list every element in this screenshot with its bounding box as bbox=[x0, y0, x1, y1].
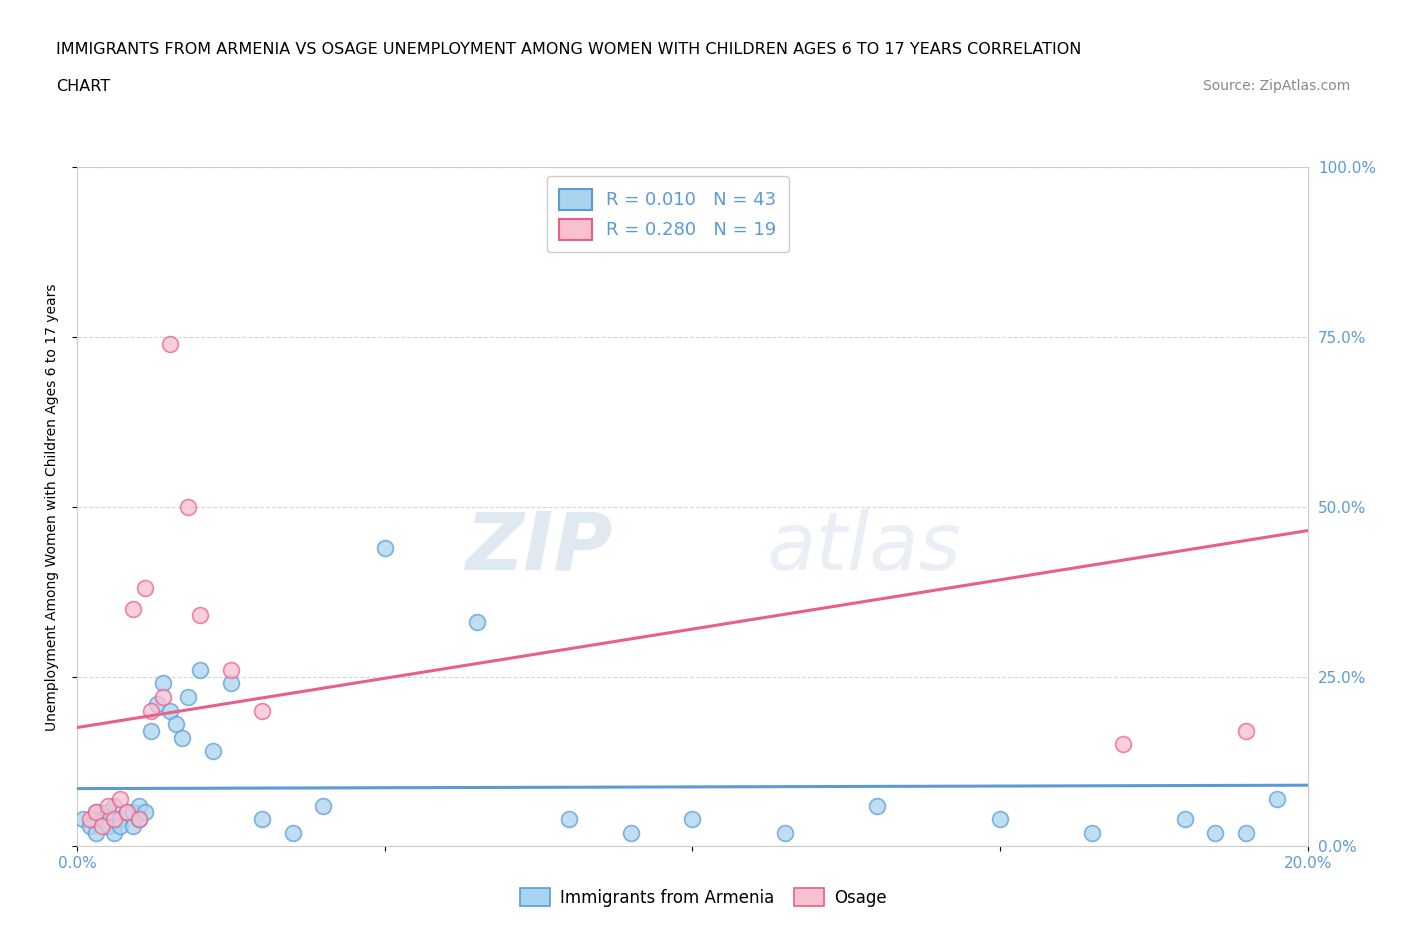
Point bbox=[177, 499, 200, 514]
Point bbox=[110, 812, 132, 827]
Point bbox=[141, 703, 163, 718]
Point bbox=[72, 812, 94, 827]
Point bbox=[103, 825, 125, 840]
Point bbox=[84, 825, 107, 840]
Point bbox=[1174, 812, 1197, 827]
Point bbox=[90, 812, 114, 827]
Point bbox=[152, 676, 174, 691]
Text: atlas: atlas bbox=[766, 509, 962, 587]
Point bbox=[152, 689, 174, 704]
Point bbox=[188, 608, 212, 623]
Point bbox=[141, 724, 163, 738]
Point bbox=[773, 825, 796, 840]
Point bbox=[682, 812, 704, 827]
Point bbox=[79, 812, 101, 827]
Point bbox=[1234, 724, 1257, 738]
Point bbox=[201, 744, 224, 759]
Y-axis label: Unemployment Among Women with Children Ages 6 to 17 years: Unemployment Among Women with Children A… bbox=[45, 283, 59, 731]
Point bbox=[1265, 791, 1288, 806]
Point bbox=[128, 798, 150, 813]
Point bbox=[115, 805, 138, 820]
Point bbox=[620, 825, 643, 840]
Point bbox=[79, 818, 101, 833]
Point bbox=[134, 805, 156, 820]
Legend: Immigrants from Armenia, Osage: Immigrants from Armenia, Osage bbox=[513, 882, 893, 913]
Legend: R = 0.010   N = 43, R = 0.280   N = 19: R = 0.010 N = 43, R = 0.280 N = 19 bbox=[547, 177, 789, 252]
Point bbox=[97, 818, 120, 833]
Point bbox=[1081, 825, 1104, 840]
Point bbox=[177, 689, 200, 704]
Point bbox=[866, 798, 889, 813]
Point bbox=[250, 812, 273, 827]
Point bbox=[1234, 825, 1257, 840]
Point bbox=[159, 703, 181, 718]
Point bbox=[115, 805, 138, 820]
Point bbox=[121, 818, 143, 833]
Point bbox=[110, 791, 132, 806]
Point bbox=[134, 581, 156, 596]
Point bbox=[219, 676, 242, 691]
Point bbox=[165, 717, 187, 732]
Point bbox=[1112, 737, 1135, 752]
Text: IMMIGRANTS FROM ARMENIA VS OSAGE UNEMPLOYMENT AMONG WOMEN WITH CHILDREN AGES 6 T: IMMIGRANTS FROM ARMENIA VS OSAGE UNEMPLO… bbox=[56, 42, 1081, 57]
Point bbox=[219, 662, 242, 677]
Point bbox=[121, 805, 143, 820]
Point bbox=[97, 805, 120, 820]
Text: ZIP: ZIP bbox=[465, 509, 613, 587]
Point bbox=[90, 818, 114, 833]
Point bbox=[97, 798, 120, 813]
Point bbox=[103, 812, 125, 827]
Point bbox=[465, 615, 488, 630]
Point bbox=[170, 730, 193, 745]
Point bbox=[84, 805, 107, 820]
Point bbox=[146, 697, 169, 711]
Point bbox=[1204, 825, 1226, 840]
Point bbox=[558, 812, 581, 827]
Point bbox=[281, 825, 304, 840]
Point bbox=[128, 812, 150, 827]
Point bbox=[188, 662, 212, 677]
Point bbox=[121, 602, 143, 617]
Point bbox=[250, 703, 273, 718]
Text: Source: ZipAtlas.com: Source: ZipAtlas.com bbox=[1202, 79, 1350, 93]
Point bbox=[159, 337, 181, 352]
Point bbox=[110, 818, 132, 833]
Point bbox=[374, 540, 396, 555]
Point bbox=[103, 798, 125, 813]
Text: CHART: CHART bbox=[56, 79, 110, 94]
Point bbox=[128, 812, 150, 827]
Point bbox=[988, 812, 1011, 827]
Point bbox=[312, 798, 335, 813]
Point bbox=[84, 805, 107, 820]
